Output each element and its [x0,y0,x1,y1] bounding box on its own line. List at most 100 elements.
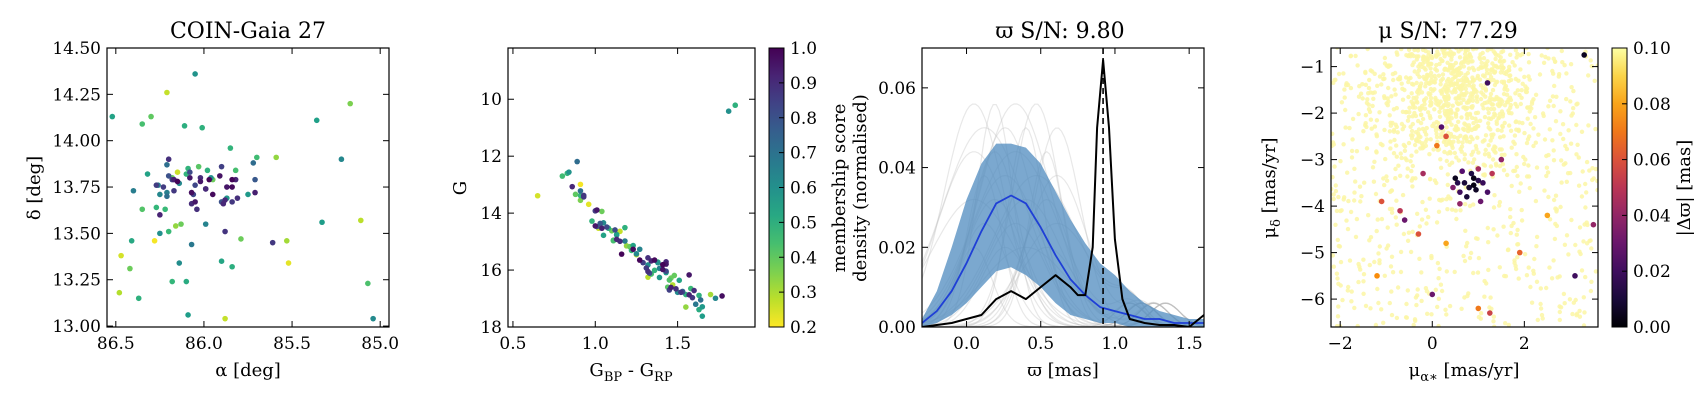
field-star-point [1443,120,1449,126]
field-star-point [1413,318,1418,323]
field-star-point [1583,181,1588,187]
field-star-point [1468,250,1474,256]
field-star-point [1519,13,1523,17]
field-star-point [1355,323,1360,327]
field-star-point [1414,149,1419,154]
field-star-point [1426,110,1431,115]
field-star-point [1422,101,1427,107]
field-star-point [1574,313,1579,318]
field-star-point [1533,92,1539,98]
field-star-point [1462,157,1467,162]
star-point [696,292,702,299]
x-tick-label: 86.0 [185,334,223,354]
field-star-point [1483,86,1489,92]
field-star-point [1520,51,1525,57]
field-star-point [1517,189,1522,194]
field-star-point [1428,176,1433,182]
field-star-point [1445,172,1451,177]
field-star-point [1347,258,1353,263]
field-star-point [1595,178,1598,184]
colorbar-tick-label: 0.9 [790,74,817,94]
star-point [118,252,124,259]
member-star-point [1397,207,1403,214]
field-star-point [1350,116,1356,122]
field-star-point [1364,146,1370,151]
field-star-point [1571,106,1576,111]
field-star-point [1359,194,1364,199]
field-star-point [1550,94,1556,99]
field-star-point [1471,270,1476,276]
field-star-point [1576,155,1582,160]
star-point [613,232,620,238]
field-star-point [1539,53,1544,58]
field-star-point [1445,108,1450,114]
colorbar-tick-label: 0.00 [1633,318,1671,338]
field-star-point [1588,288,1594,294]
field-star-point [1419,90,1425,95]
field-star-point [1476,255,1482,261]
panel2-axes: 0.5 1.0 1.5 10 12 14 16 18 [480,48,755,354]
field-star-point [1475,135,1480,140]
y-tick-label: 14 [480,204,502,224]
field-star-point [1557,317,1563,323]
field-star-point [1527,77,1532,82]
field-star-point [1414,95,1419,100]
colorbar-tick-label: 0.5 [790,213,817,233]
field-star-point [1562,62,1567,68]
star-point [651,257,658,263]
field-star-point [1370,165,1376,170]
star-point [199,124,205,131]
field-star-point [1462,134,1468,140]
panel3-xlabel: ϖ [mas] [1027,360,1098,381]
field-star-point [1344,83,1349,88]
star-point [725,108,732,115]
field-star-point [1488,0,1492,2]
field-star-point [1446,194,1451,199]
field-star-point [1551,258,1556,263]
sample-curve [922,151,1204,327]
field-star-point [1515,242,1520,247]
field-star-point [1483,147,1488,153]
field-star-point [1443,307,1448,312]
field-star-point [1333,222,1338,227]
field-star-point [1453,208,1459,213]
field-star-point [1514,127,1519,132]
field-star-point [1477,13,1481,17]
field-star-point [1434,134,1440,140]
field-star-point [1338,208,1343,214]
field-star-point [1368,306,1373,311]
field-star-point [1382,127,1387,133]
field-star-point [1541,60,1547,65]
field-star-point [1408,133,1414,138]
field-star-point [1586,123,1591,128]
y-tick-label: −6 [1300,290,1325,310]
field-star-point [1356,111,1361,117]
y-tick-label: 14.00 [52,132,101,152]
field-star-point [1419,112,1424,117]
field-star-point [1481,106,1486,111]
field-star-point [1480,102,1485,108]
field-star-point [1434,62,1439,68]
sample-curve [922,103,1204,327]
star-point [153,182,160,188]
member-star-point [1450,184,1456,191]
field-star-point [1405,288,1411,293]
star-point [697,297,704,303]
colorbar-tick-label: 1.0 [790,39,817,59]
field-star-point [1383,156,1388,162]
star-point [250,160,257,166]
field-star-point [1459,306,1464,311]
field-star-point [1523,157,1528,162]
star-point [347,100,354,107]
field-star-point [1427,113,1433,119]
field-star-point [1392,87,1397,92]
field-star-point [1576,183,1582,188]
field-star-point [1366,107,1372,112]
field-star-point [1352,305,1357,311]
field-star-point [1519,88,1524,93]
field-star-point [1439,131,1444,137]
field-star-point [1437,109,1442,115]
field-star-point [1465,240,1470,246]
field-star-point [1463,228,1468,233]
field-star-point [1486,116,1492,121]
